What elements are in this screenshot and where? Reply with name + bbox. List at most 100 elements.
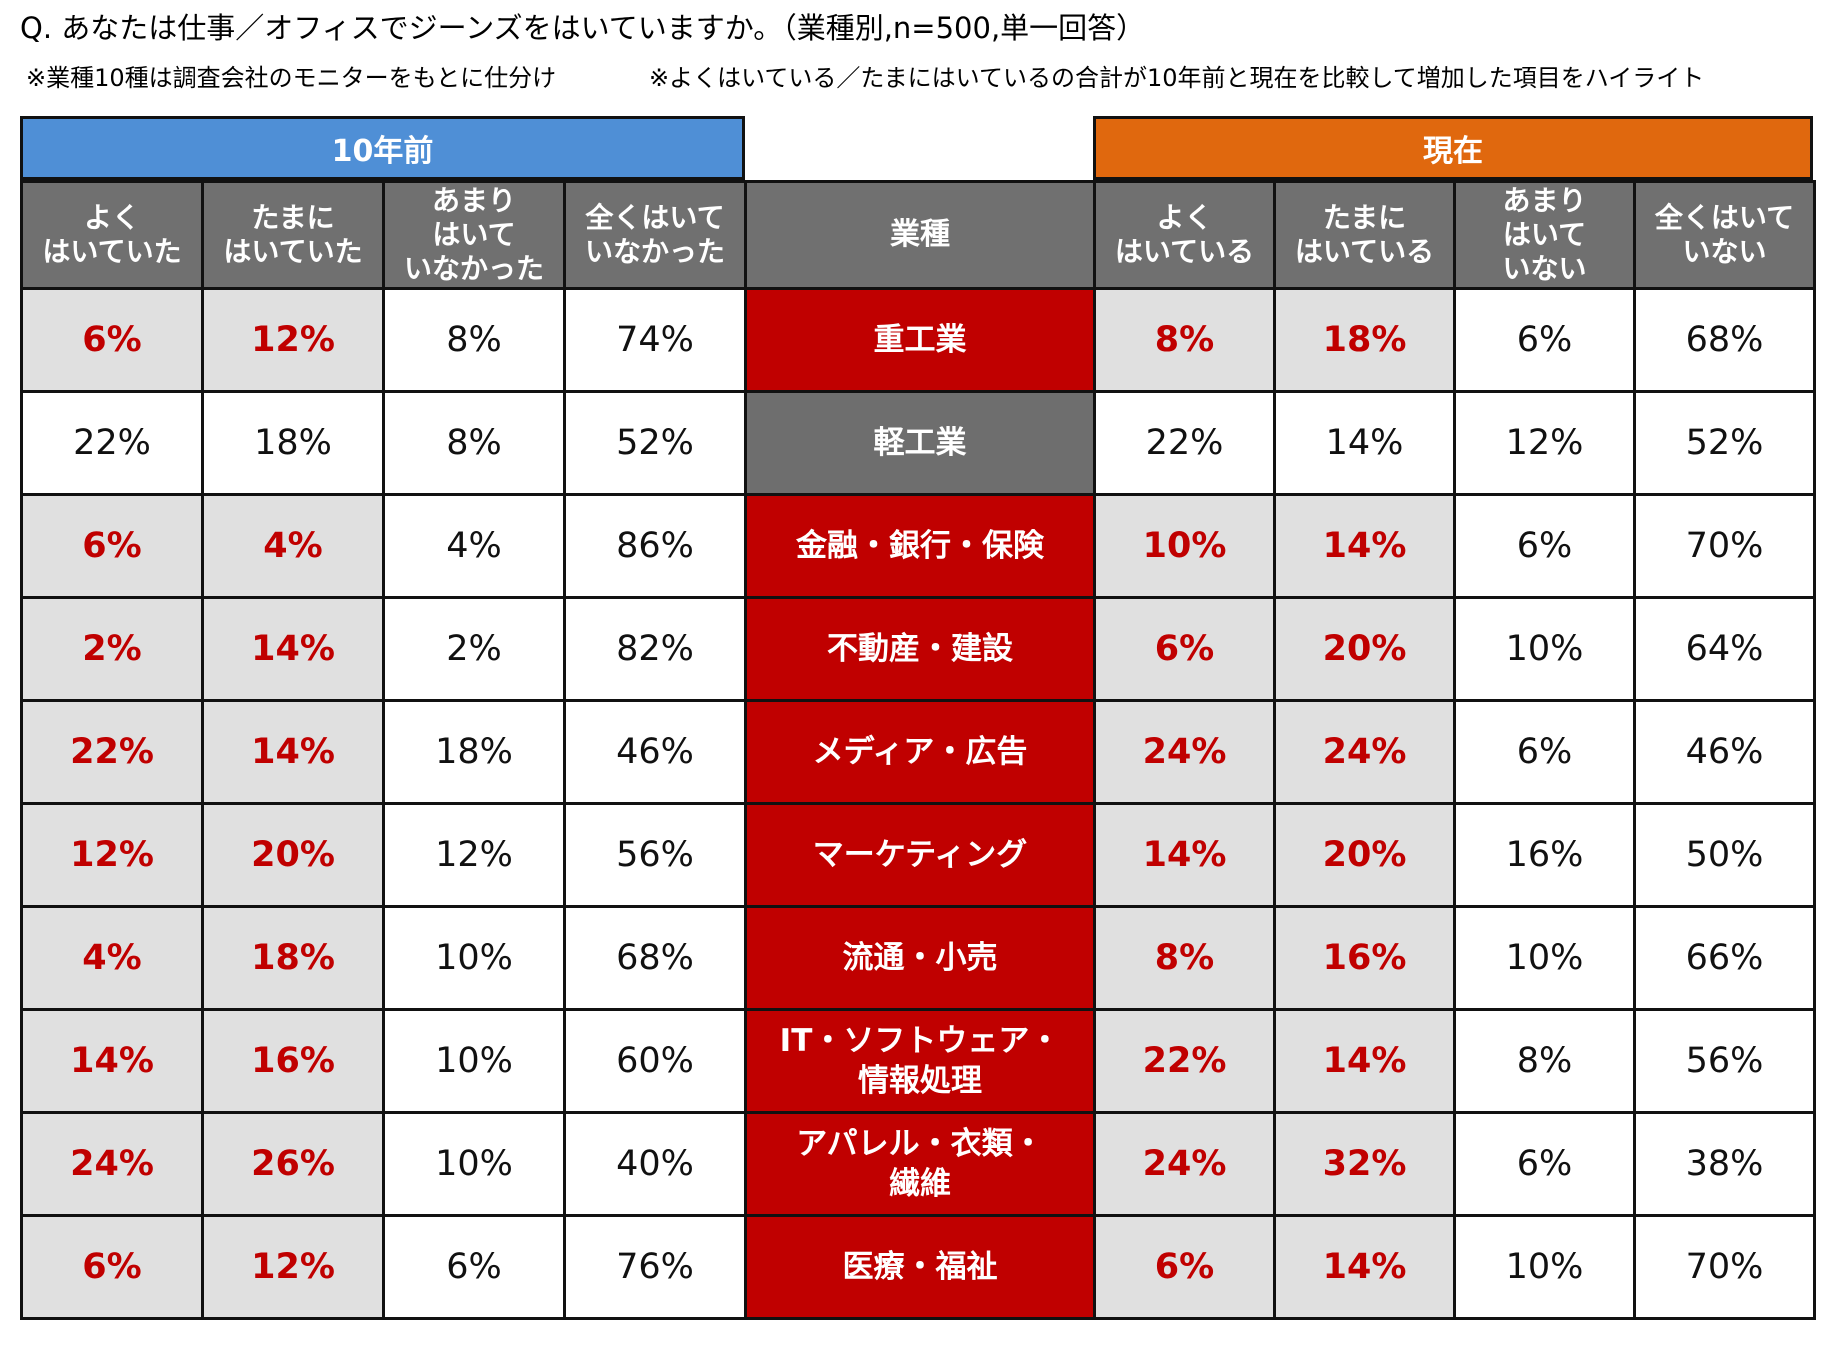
cell-now-sometimes: 32% bbox=[1273, 1111, 1456, 1217]
cell-past-never: 82% bbox=[563, 596, 747, 702]
cell-past-never: 74% bbox=[563, 287, 747, 393]
cell-now-never: 46% bbox=[1633, 699, 1816, 805]
industry-label: 軽工業 bbox=[744, 390, 1096, 496]
cell-past-never: 56% bbox=[563, 802, 747, 908]
cell-past-rarely: 6% bbox=[382, 1214, 566, 1320]
cell-now-often: 22% bbox=[1093, 390, 1276, 496]
cell-past-sometimes: 14% bbox=[201, 699, 385, 805]
cell-now-never: 66% bbox=[1633, 905, 1816, 1011]
table-row: 2% 14% 2% 82% 不動産・建設 6% 20% 10% 64% bbox=[20, 596, 1816, 702]
cell-past-rarely: 12% bbox=[382, 802, 566, 908]
cell-now-rarely: 16% bbox=[1453, 802, 1636, 908]
cell-past-often: 22% bbox=[20, 390, 204, 496]
cell-now-never: 70% bbox=[1633, 493, 1816, 599]
table-row: 14% 16% 10% 60% IT・ソフトウェア・ 情報処理 22% 14% 8% 56% bbox=[20, 1008, 1816, 1114]
cell-now-often: 8% bbox=[1093, 287, 1276, 393]
cell-past-sometimes: 20% bbox=[201, 802, 385, 908]
cell-now-sometimes: 20% bbox=[1273, 596, 1456, 702]
cell-past-rarely: 8% bbox=[382, 287, 566, 393]
cell-now-never: 56% bbox=[1633, 1008, 1816, 1114]
col-header-now-rarely: あまり はいて いない bbox=[1453, 180, 1636, 290]
cell-now-sometimes: 16% bbox=[1273, 905, 1456, 1011]
cell-now-often: 24% bbox=[1093, 699, 1276, 805]
cell-now-rarely: 12% bbox=[1453, 390, 1636, 496]
cell-past-sometimes: 12% bbox=[201, 287, 385, 393]
col-header-now-never: 全くはいて いない bbox=[1633, 180, 1816, 290]
cell-past-sometimes: 18% bbox=[201, 390, 385, 496]
cell-past-never: 52% bbox=[563, 390, 747, 496]
table-row: 12% 20% 12% 56% マーケティング 14% 20% 16% 50% bbox=[20, 802, 1816, 908]
cell-now-sometimes: 14% bbox=[1273, 390, 1456, 496]
industry-label: 不動産・建設 bbox=[744, 596, 1096, 702]
cell-past-never: 76% bbox=[563, 1214, 747, 1320]
cell-now-often: 8% bbox=[1093, 905, 1276, 1011]
cell-past-rarely: 8% bbox=[382, 390, 566, 496]
cell-past-often: 6% bbox=[20, 1214, 204, 1320]
cell-now-sometimes: 14% bbox=[1273, 1214, 1456, 1320]
col-header-past-never: 全くはいて いなかった bbox=[563, 180, 747, 290]
cell-past-sometimes: 14% bbox=[201, 596, 385, 702]
col-header-now-often: よく はいている bbox=[1093, 180, 1276, 290]
industry-label: アパレル・衣類・ 繊維 bbox=[744, 1111, 1096, 1217]
cell-now-rarely: 6% bbox=[1453, 699, 1636, 805]
cell-past-sometimes: 16% bbox=[201, 1008, 385, 1114]
industry-label: メディア・広告 bbox=[744, 699, 1096, 805]
cell-past-often: 24% bbox=[20, 1111, 204, 1217]
cell-past-often: 14% bbox=[20, 1008, 204, 1114]
cell-now-rarely: 6% bbox=[1453, 493, 1636, 599]
question-title: Q. あなたは仕事／オフィスでジーンズをはいていますか。（業種別,n=500,単… bbox=[20, 11, 1146, 45]
cell-past-sometimes: 26% bbox=[201, 1111, 385, 1217]
table-row: 6% 4% 4% 86% 金融・銀行・保険 10% 14% 6% 70% bbox=[20, 493, 1816, 599]
cell-now-never: 68% bbox=[1633, 287, 1816, 393]
cell-now-never: 52% bbox=[1633, 390, 1816, 496]
cell-now-often: 22% bbox=[1093, 1008, 1276, 1114]
column-header-row: よく はいていた たまに はいていた あまり はいて いなかった 全くはいて い… bbox=[20, 180, 1816, 290]
cell-past-never: 86% bbox=[563, 493, 747, 599]
table-row: 22% 18% 8% 52% 軽工業 22% 14% 12% 52% bbox=[20, 390, 1816, 496]
col-header-past-rarely: あまり はいて いなかった bbox=[382, 180, 566, 290]
cell-past-never: 68% bbox=[563, 905, 747, 1011]
industry-label: 金融・銀行・保険 bbox=[744, 493, 1096, 599]
cell-now-never: 70% bbox=[1633, 1214, 1816, 1320]
note-left: ※業種10種は調査会社のモニターをもとに仕分け bbox=[26, 64, 557, 92]
cell-now-sometimes: 24% bbox=[1273, 699, 1456, 805]
cell-now-never: 64% bbox=[1633, 596, 1816, 702]
table-body: 6% 12% 8% 74% 重工業 8% 18% 6% 68% 22% 18% 8% 52% 軽工業 22%… bbox=[20, 287, 1816, 1320]
cell-now-sometimes: 14% bbox=[1273, 1008, 1456, 1114]
industry-label: 医療・福祉 bbox=[744, 1214, 1096, 1320]
table-row: 6% 12% 8% 74% 重工業 8% 18% 6% 68% bbox=[20, 287, 1816, 393]
cell-past-rarely: 10% bbox=[382, 1111, 566, 1217]
cell-now-sometimes: 18% bbox=[1273, 287, 1456, 393]
cell-past-often: 12% bbox=[20, 802, 204, 908]
cell-past-rarely: 18% bbox=[382, 699, 566, 805]
cell-past-often: 2% bbox=[20, 596, 204, 702]
cell-now-never: 50% bbox=[1633, 802, 1816, 908]
cell-now-rarely: 10% bbox=[1453, 905, 1636, 1011]
cell-past-rarely: 10% bbox=[382, 1008, 566, 1114]
table-row: 6% 12% 6% 76% 医療・福祉 6% 14% 10% 70% bbox=[20, 1214, 1816, 1320]
survey-table: よく はいていた たまに はいていた あまり はいて いなかった 全くはいて い… bbox=[20, 180, 1816, 1320]
table-row: 4% 18% 10% 68% 流通・小売 8% 16% 10% 66% bbox=[20, 905, 1816, 1011]
cell-past-often: 6% bbox=[20, 287, 204, 393]
cell-past-rarely: 2% bbox=[382, 596, 566, 702]
cell-past-never: 40% bbox=[563, 1111, 747, 1217]
industry-label: 重工業 bbox=[744, 287, 1096, 393]
note-right: ※よくはいている／たまにはいているの合計が10年前と現在を比較して増加した項目を… bbox=[649, 64, 1705, 92]
table-row: 24% 26% 10% 40% アパレル・衣類・ 繊維 24% 32% 6% 38% bbox=[20, 1111, 1816, 1217]
cell-now-rarely: 10% bbox=[1453, 1214, 1636, 1320]
cell-now-often: 24% bbox=[1093, 1111, 1276, 1217]
industry-label: IT・ソフトウェア・ 情報処理 bbox=[744, 1008, 1096, 1114]
cell-now-sometimes: 20% bbox=[1273, 802, 1456, 908]
cell-now-rarely: 8% bbox=[1453, 1008, 1636, 1114]
cell-past-sometimes: 4% bbox=[201, 493, 385, 599]
cell-now-often: 6% bbox=[1093, 596, 1276, 702]
cell-past-often: 6% bbox=[20, 493, 204, 599]
cell-past-never: 60% bbox=[563, 1008, 747, 1114]
col-header-past-often: よく はいていた bbox=[20, 180, 204, 290]
cell-now-sometimes: 14% bbox=[1273, 493, 1456, 599]
col-header-now-sometimes: たまに はいている bbox=[1273, 180, 1456, 290]
cell-now-rarely: 10% bbox=[1453, 596, 1636, 702]
table-row: 22% 14% 18% 46% メディア・広告 24% 24% 6% 46% bbox=[20, 699, 1816, 805]
group-header-now: 現在 bbox=[1093, 116, 1813, 180]
cell-past-rarely: 10% bbox=[382, 905, 566, 1011]
